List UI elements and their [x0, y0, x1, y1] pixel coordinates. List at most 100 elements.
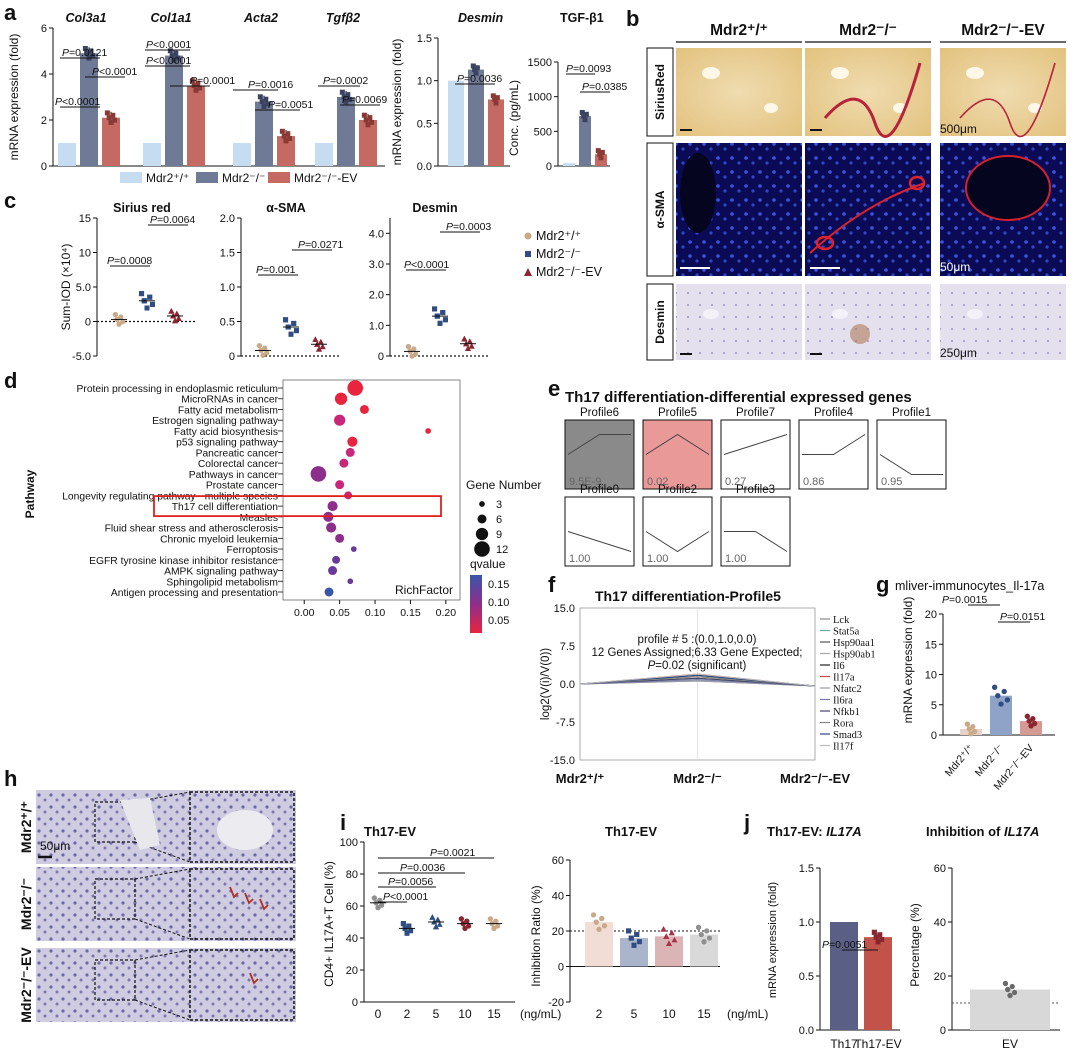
d-pathway-label: Estrogen signaling pathway — [152, 416, 279, 427]
b-vessel — [965, 155, 1051, 221]
c-stat: P<0.0001 — [404, 259, 449, 271]
c-point — [413, 351, 419, 357]
j2-point — [1005, 986, 1011, 993]
c-point — [442, 317, 448, 323]
panel-label-d: d — [4, 368, 18, 393]
c-y-tick-label: 0 — [229, 351, 235, 363]
a1-point — [173, 50, 179, 56]
f-legend-label: Stat5a — [833, 627, 860, 638]
i1-point — [493, 918, 499, 924]
d-pathway-label: Ferroptosis — [227, 545, 279, 556]
a3-bar — [563, 163, 575, 166]
g-point — [1032, 720, 1038, 727]
c-point — [172, 317, 178, 324]
a1-stat: P=0.0002 — [323, 75, 368, 87]
i1-point — [375, 905, 381, 911]
a2-point — [493, 100, 499, 106]
g-point — [1030, 716, 1036, 722]
f-y-title: log2(V(i)/V(0)) — [540, 648, 552, 720]
i1-y-tick-label: 20 — [346, 965, 358, 977]
d-color-bar — [470, 575, 482, 633]
a1-point — [347, 96, 353, 102]
j1-y-tick-label: 1.0 — [799, 917, 814, 929]
i2-point — [701, 939, 707, 945]
c-title: Sirius red — [113, 201, 171, 215]
c-title: α-SMA — [266, 201, 306, 215]
a1-point — [283, 138, 289, 144]
d-size-legend-label: 12 — [496, 544, 508, 556]
a3-y-title: Conc. (pg/mL) — [507, 80, 521, 156]
i2-y-tick-label: 40 — [552, 891, 564, 903]
a3-point — [581, 113, 587, 119]
a1-point — [193, 87, 199, 93]
j1-bar — [830, 922, 858, 1030]
i1-x-label: 10 — [458, 1007, 472, 1021]
c-y-tick-label: 0 — [378, 351, 384, 363]
f-legend-label: Il17f — [833, 742, 854, 753]
g-point — [972, 728, 978, 734]
d-x-title: RichFactor — [395, 583, 453, 597]
j1-y-tick-label: 0.0 — [799, 1025, 814, 1037]
d-color-legend-title: qvalue — [470, 557, 506, 571]
g-point — [1004, 697, 1010, 703]
e-profile-p: 1.00 — [569, 553, 590, 565]
e-profile-box — [642, 419, 713, 490]
i2-point — [706, 935, 713, 941]
d-size-legend-marker — [474, 541, 490, 557]
a1-point — [88, 48, 94, 54]
c-point — [293, 328, 299, 334]
b-desmin-stain — [850, 324, 870, 344]
j2-title: Inhibition of IL17A — [926, 824, 1039, 839]
f-legend-label: Il17a — [833, 673, 855, 684]
d-size-legend-label: 9 — [496, 529, 502, 541]
i1-y-tick-label: 80 — [346, 869, 358, 881]
a1-point — [345, 92, 351, 98]
c-title: Desmin — [412, 201, 457, 215]
g-y-tick-label: 5 — [931, 700, 937, 712]
h-scale-label: 50μm — [40, 839, 70, 853]
a1-bar — [277, 136, 295, 166]
i1-point — [434, 916, 441, 923]
c-stat: P=0.001 — [256, 264, 296, 276]
j2-y-title: Percentage (%) — [908, 903, 922, 986]
c-y-tick-label: 0.5 — [220, 317, 235, 329]
a1-bar — [315, 143, 333, 166]
c-point — [175, 315, 182, 321]
i1-x-label: 5 — [433, 1007, 440, 1021]
j1-point — [875, 939, 881, 945]
g-point — [964, 721, 970, 727]
b-column-title: Mdr2⁺/⁺ — [710, 22, 768, 39]
h-zoom-inset — [189, 949, 295, 1021]
c-point — [432, 306, 438, 312]
b-vessel — [703, 309, 719, 319]
b-vessel — [764, 103, 778, 113]
a1-bar — [165, 55, 183, 166]
i1-x-label: 0 — [375, 1007, 382, 1021]
a1-gene-label: Tgfβ2 — [326, 11, 360, 25]
d-size-legend-title: Gene Number — [466, 478, 541, 492]
b-sma-ring — [908, 175, 926, 191]
f-legend-label: Hsp90ab1 — [833, 650, 876, 661]
e-profile-trend — [645, 531, 710, 553]
d-pathway-label: Colorectal cancer — [198, 459, 279, 470]
a1-point — [281, 133, 287, 139]
g-stat: P=0.0015 — [942, 594, 987, 606]
a-legend-swatch — [268, 172, 290, 183]
a1-point — [257, 94, 263, 100]
b-row-tag — [646, 283, 674, 361]
d-color-legend-label: 0.15 — [488, 579, 509, 591]
a2-point — [472, 67, 478, 73]
f-annotation: profile # 5 :(0.0,1.0,0.0) — [638, 634, 757, 646]
d-size-legend-label: 6 — [496, 514, 502, 526]
d-pathway-label: Fatty acid biosynthesis — [174, 427, 278, 438]
g-point — [998, 701, 1004, 707]
d-pathway-label: Pancreatic cancer — [196, 448, 279, 459]
f-legend-label: Smad3 — [833, 730, 862, 741]
c-legend-label: Mdr2⁻/⁻-EV — [536, 265, 603, 279]
h-row-label: Mdr2⁻/⁻-EV — [18, 947, 34, 1023]
a3-point — [583, 111, 589, 117]
d-bubble — [335, 533, 345, 543]
a3-title: TGF-β1 — [560, 11, 604, 25]
i2-point — [668, 929, 675, 936]
i1-y-tick-label: 60 — [346, 901, 358, 913]
